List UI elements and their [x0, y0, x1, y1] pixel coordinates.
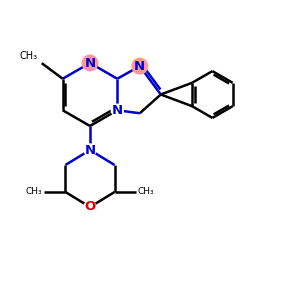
Circle shape — [132, 58, 148, 74]
Text: CH₃: CH₃ — [26, 187, 43, 196]
Text: CH₃: CH₃ — [20, 51, 38, 61]
Text: N: N — [112, 104, 123, 117]
Text: N: N — [84, 143, 96, 157]
Text: O: O — [84, 200, 96, 214]
Text: N: N — [134, 60, 145, 73]
Circle shape — [82, 55, 98, 71]
Text: N: N — [84, 56, 96, 70]
Circle shape — [111, 104, 123, 116]
Text: CH₃: CH₃ — [137, 187, 154, 196]
Circle shape — [84, 201, 96, 213]
Circle shape — [84, 144, 96, 156]
